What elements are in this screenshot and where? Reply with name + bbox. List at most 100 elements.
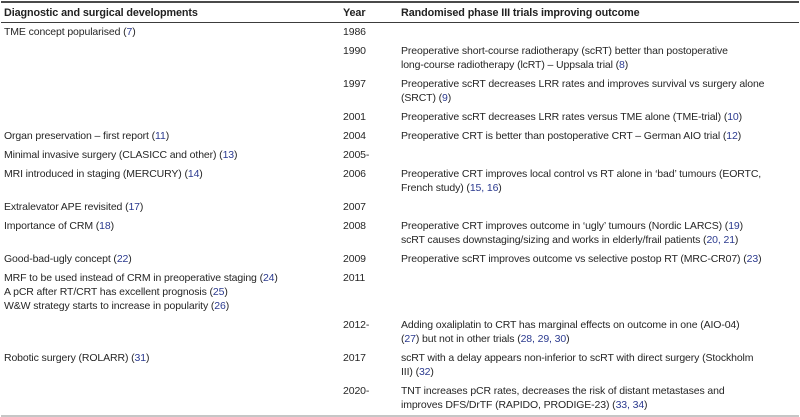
cell-line: Preoperative scRT decreases LRR rates ve… <box>401 111 743 123</box>
citation-ref[interactable]: 27 <box>404 333 416 345</box>
table-row: 1997 Preoperative scRT decreases LRR rate… <box>1 75 799 108</box>
cell-line: Preoperative scRT decreases LRR rates an… <box>401 78 765 90</box>
citation-ref[interactable]: 20, 21 <box>706 234 735 246</box>
trial-cell: scRT with a delay appears non-inferior t… <box>399 349 799 382</box>
year-cell: 1986 <box>343 26 366 38</box>
citation-ref[interactable]: 8 <box>619 59 625 71</box>
table-row: Robotic surgery (ROLARR) (31) 2017 scRT wi… <box>1 349 799 382</box>
trial-cell: Preoperative CRT is better than postoper… <box>399 127 799 146</box>
header-row: Diagnostic and surgical developments Yea… <box>1 2 799 23</box>
citation-ref[interactable]: 12 <box>726 130 738 142</box>
citation-ref[interactable]: 11 <box>155 130 166 142</box>
citation-ref[interactable]: 7 <box>126 26 133 38</box>
cell-line: MRI introduced in staging (MERCURY) (14) <box>4 168 203 180</box>
cell-line: Preoperative CRT improves outcome in ‘ug… <box>401 220 744 232</box>
column-header-developments: Diagnostic and surgical developments <box>1 2 339 23</box>
citation-ref[interactable]: 14 <box>187 168 200 180</box>
citation-ref[interactable]: 25 <box>212 286 225 298</box>
table-row: 2012- Adding oxaliplatin to CRT has margi… <box>1 316 799 349</box>
cell-line: MRF to be used instead of CRM in preoper… <box>4 272 278 284</box>
trial-cell: Preoperative scRT improves outcome vs se… <box>399 250 799 269</box>
development-cell: Robotic surgery (ROLARR) (31) <box>1 349 339 382</box>
citation-ref[interactable]: 28, 29, 30 <box>520 333 567 345</box>
year-cell: 2004 <box>343 130 366 142</box>
development-cell: Good-bad-ugly concept (22) <box>1 250 339 269</box>
development-cell: MRF to be used instead of CRM in preoper… <box>1 269 339 316</box>
table-row: 2020- TNT increases pCR rates, decreases … <box>1 382 799 416</box>
development-cell: TME concept popularised (7) <box>1 23 339 43</box>
trial-cell: Preoperative short-course radiotherapy (… <box>399 42 799 75</box>
cell-line: Minimal invasive surgery (CLASICC and ot… <box>4 149 238 161</box>
year-cell: 2017 <box>343 352 366 364</box>
cell-line: TME concept popularised (7) <box>4 26 136 38</box>
development-cell <box>1 75 339 108</box>
cell-line: (SRCT) (9) <box>401 92 452 104</box>
table-row: MRI introduced in staging (MERCURY) (14)… <box>1 165 799 198</box>
year-cell: 2011 <box>343 272 366 284</box>
cell-line: Extralevator APE revisited (17) <box>4 201 144 213</box>
citation-ref[interactable]: 13 <box>222 149 235 161</box>
development-cell: Organ preservation – first report (11) <box>1 127 339 146</box>
year-cell: 2012- <box>343 319 370 331</box>
table-row: Organ preservation – first report (11) 20… <box>1 127 799 146</box>
cell-line: long-course radiotherapy (lcRT) – Uppsal… <box>401 59 629 71</box>
trial-cell: Adding oxaliplatin to CRT has marginal e… <box>399 316 799 349</box>
cell-line: improves DFS/DrTF (RAPIDO, PRODIGE-23) (… <box>401 399 648 411</box>
year-cell: 1990 <box>343 45 366 57</box>
citation-ref[interactable]: 32 <box>418 366 431 378</box>
column-header-trials: Randomised phase III trials improving ou… <box>399 2 799 23</box>
citation-ref[interactable]: 19 <box>728 220 740 232</box>
table-row: Minimal invasive surgery (CLASICC and ot… <box>1 146 799 165</box>
citation-ref[interactable]: 9 <box>442 92 448 104</box>
year-cell: 2008 <box>343 220 366 232</box>
citation-ref[interactable]: 15, 16 <box>469 182 499 194</box>
citation-ref[interactable]: 17 <box>128 201 140 213</box>
cell-line: W&W strategy starts to increase in popul… <box>4 300 230 312</box>
trial-cell <box>399 198 799 217</box>
cell-line: III) (32) <box>401 366 434 378</box>
trial-cell <box>399 269 799 316</box>
table-row: TME concept popularised (7) 1986 <box>1 23 799 43</box>
trial-cell: Preoperative CRT improves outcome in ‘ug… <box>399 217 799 250</box>
year-cell: 2020- <box>343 385 370 397</box>
development-cell: Minimal invasive surgery (CLASICC and ot… <box>1 146 339 165</box>
cell-line: French study) (15, 16) <box>401 182 502 194</box>
development-cell <box>1 42 339 75</box>
citation-ref[interactable]: 26 <box>214 300 226 312</box>
cell-line: A pCR after RT/CRT has excellent prognos… <box>4 286 228 298</box>
citation-ref[interactable]: 24 <box>262 272 275 284</box>
year-cell: 2001 <box>343 111 366 123</box>
cell-line: Preoperative CRT is better than postoper… <box>401 130 742 142</box>
citation-ref[interactable]: 31 <box>134 352 147 364</box>
cell-line: Organ preservation – first report (11) <box>4 130 170 142</box>
development-cell: MRI introduced in staging (MERCURY) (14) <box>1 165 339 198</box>
cell-line: Preoperative short-course radiotherapy (… <box>401 45 728 57</box>
cell-line: Good-bad-ugly concept (22) <box>4 253 132 265</box>
citation-ref[interactable]: 18 <box>99 220 111 232</box>
cell-line: scRT causes downstaging/sizing and works… <box>401 234 739 246</box>
development-cell <box>1 108 339 127</box>
year-cell: 2009 <box>343 253 366 265</box>
development-cell: Extralevator APE revisited (17) <box>1 198 339 217</box>
cell-line: (27) but not in other trials (28, 29, 30… <box>401 333 570 345</box>
cell-line: Importance of CRM (18) <box>4 220 115 232</box>
cell-line: Preoperative scRT improves outcome vs se… <box>401 253 762 265</box>
trial-cell: Preoperative CRT improves local control … <box>399 165 799 198</box>
citation-ref[interactable]: 23 <box>746 253 759 265</box>
year-cell: 2005- <box>343 149 370 161</box>
trial-cell: Preoperative scRT decreases LRR rates ve… <box>399 108 799 127</box>
citation-ref[interactable]: 10 <box>727 111 739 123</box>
citation-ref[interactable]: 33, 34 <box>615 399 645 411</box>
table-row: Importance of CRM (18) 2008 Preoperative C… <box>1 217 799 250</box>
year-cell: 2007 <box>343 201 366 213</box>
year-cell: 2006 <box>343 168 366 180</box>
cell-line: Robotic surgery (ROLARR) (31) <box>4 352 150 364</box>
table-row: 1990 Preoperative short-course radiothera… <box>1 42 799 75</box>
table-row: MRF to be used instead of CRM in preoper… <box>1 269 799 316</box>
table-row: Good-bad-ugly concept (22) 2009 Preoperati… <box>1 250 799 269</box>
development-cell <box>1 382 339 416</box>
cell-line: TNT increases pCR rates, decreases the r… <box>401 385 725 397</box>
trial-cell: Preoperative scRT decreases LRR rates an… <box>399 75 799 108</box>
citation-ref[interactable]: 22 <box>116 253 129 265</box>
trial-cell <box>399 146 799 165</box>
